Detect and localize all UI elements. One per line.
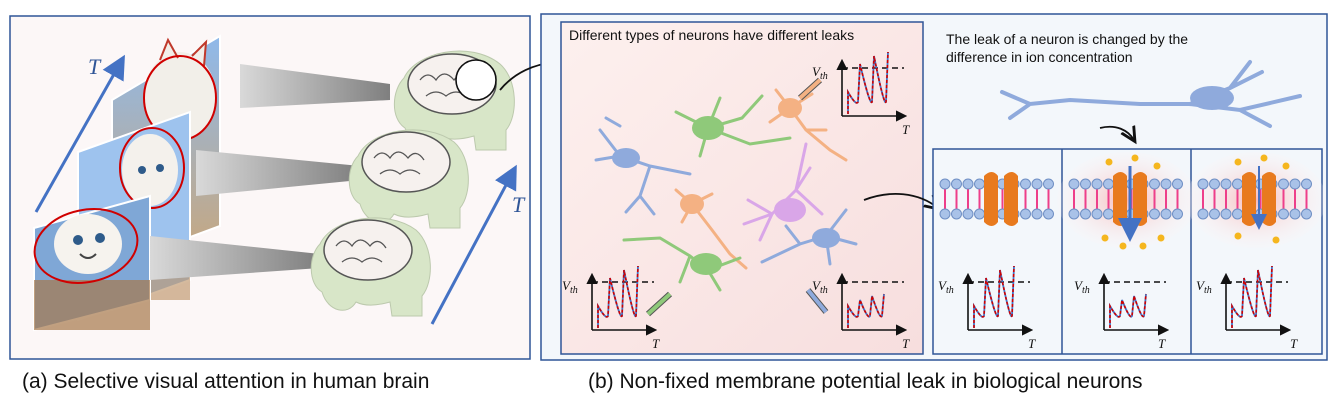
head-brain-top <box>393 50 515 151</box>
neuron-purple <box>742 142 824 242</box>
membrane-layers <box>939 152 1326 250</box>
head-brain-middle <box>348 129 469 229</box>
vth-label: Vth <box>938 278 954 296</box>
potential-plot-3: Vth T <box>812 272 910 351</box>
time-axis-label: T <box>902 336 910 351</box>
pointer-orange <box>798 78 822 100</box>
neuron-orange-top <box>768 88 848 162</box>
potential-plot-6: Vth T <box>1196 265 1298 351</box>
time-axis-label: T <box>652 336 660 351</box>
potential-plot-5: Vth T <box>1074 272 1170 351</box>
time-label-right: T <box>512 192 526 217</box>
caption-b: (b) Non-fixed membrane potential leak in… <box>588 370 1143 393</box>
image-frame-front <box>33 194 151 332</box>
membrane-cell-3 <box>1186 152 1326 248</box>
potential-plot-2: Vth T <box>562 265 660 351</box>
vth-label: Vth <box>812 278 828 296</box>
attention-beam-bottom <box>150 236 320 280</box>
time-arrow-right <box>430 164 517 325</box>
leak-trace <box>973 265 1015 328</box>
neuron-types-box <box>560 21 924 355</box>
leak-trace <box>1109 293 1147 328</box>
neuron-blue-left <box>594 116 692 216</box>
leak-trace <box>1231 265 1273 328</box>
ion-note-line2: difference in ion concentration <box>946 49 1133 65</box>
neuron-orange-middle <box>674 188 748 270</box>
time-axis-label: T <box>1158 336 1166 351</box>
potential-plot-1: Vth T <box>812 51 910 137</box>
time-axis-label: T <box>1290 336 1298 351</box>
vth-label: Vth <box>1196 278 1212 296</box>
membrane-cell-1 <box>939 172 1054 226</box>
ion-arrow <box>1099 127 1134 140</box>
pointer-green <box>646 292 672 316</box>
membrane-arrow <box>863 192 938 208</box>
leak-trace <box>847 51 889 114</box>
vth-label: Vth <box>562 278 578 296</box>
vth-label: Vth <box>1074 278 1090 296</box>
time-axis-label: T <box>1028 336 1036 351</box>
head-brain-bottom <box>310 217 431 317</box>
vth-label: Vth <box>812 64 828 82</box>
neurons-note: Different types of neurons have differen… <box>569 27 855 43</box>
ion-note-line1: The leak of a neuron is changed by the <box>946 31 1189 47</box>
potential-plot-4: Vth T <box>938 265 1036 351</box>
membrane-cell-2 <box>1057 152 1197 250</box>
pointer-blue <box>806 288 828 314</box>
attention-beam-top <box>240 64 390 108</box>
leak-trace <box>847 293 885 328</box>
neuron-green-bottom <box>622 236 742 292</box>
time-arrow-left <box>34 54 125 213</box>
neuron-large <box>1000 60 1302 128</box>
time-axis-label: T <box>902 122 910 137</box>
neuron-blue-right <box>760 208 858 266</box>
leak-trace <box>597 265 639 328</box>
neuron-green-top <box>674 94 792 158</box>
attention-beam-middle <box>196 150 360 196</box>
potential-plots: Vth T Vth T Vth T Vth T Vth T Vth T <box>562 51 1298 351</box>
time-label-left: T <box>88 54 102 79</box>
caption-a: (a) Selective visual attention in human … <box>22 370 430 393</box>
